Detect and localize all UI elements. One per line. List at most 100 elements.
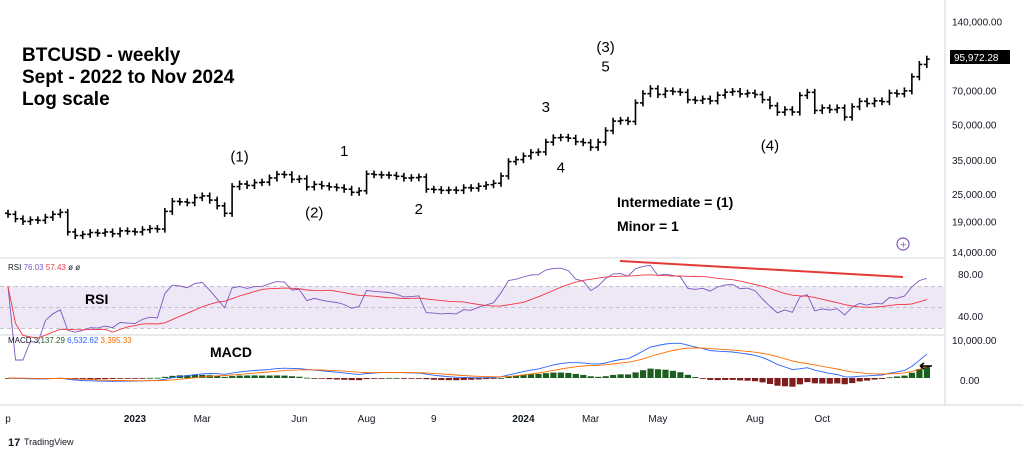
ohlc-bar [557,133,564,142]
macd-histogram-bar [102,378,109,380]
macd-histogram-bar [184,375,191,378]
macd-histogram-bar [625,374,632,378]
macd-histogram-bar [430,378,437,380]
wave-label: (1) [230,149,248,166]
macd-histogram-bar [841,378,848,385]
macd-histogram-bar [811,378,818,384]
note-intermediate: Intermediate = (1) [617,194,733,210]
macd-axis-0: 0.00 [960,376,980,387]
macd-histogram-bar [348,378,355,381]
ohlc-bar [169,197,176,215]
wave-annotations: (1) 1 (2) 2 3 4 (3) 5 (4) [230,39,779,221]
macd-histogram-bar [908,372,916,378]
time-label: Aug [746,414,764,425]
ohlc-bar [617,116,624,125]
price-tick-label: 50,000.00 [952,120,997,131]
ohlc-bar [722,88,729,99]
macd-histogram-bar [654,369,662,378]
ohlc-bar [595,138,602,151]
macd-histogram-bar [236,375,243,378]
macd-histogram-bar [737,378,744,381]
rsi-axis-40: 40.00 [958,312,983,323]
ohlc-bar [430,185,437,194]
macd-histogram-bar [460,378,467,380]
macd-histogram-bar [251,375,258,378]
ohlc-bar [385,171,392,179]
alert-plus-icon[interactable] [896,237,910,251]
macd-histogram-bar [707,378,714,380]
ohlc-bar [580,138,587,147]
macd-histogram-bar [781,378,789,387]
ohlc-bar [176,197,183,206]
macd-histogram-bar [774,378,781,386]
macd-histogram-bar [520,374,527,378]
ohlc-bar [79,230,86,240]
ohlc-bar [475,182,482,192]
macd-histogram-bar [221,376,228,378]
macd-histogram-bar [169,375,176,378]
ohlc-bar [692,96,699,105]
macd-histogram-bar [498,377,505,379]
time-label: Mar [194,414,212,425]
macd-histogram-bar [363,378,370,380]
ohlc-bar [677,88,684,96]
ohlc-bar [550,134,557,146]
ohlc-bar [490,179,497,189]
ohlc-bar [819,104,826,115]
macd-histogram-bar [79,378,86,380]
macd-histogram-bar [766,378,774,384]
macd-histogram-bar [916,368,923,378]
ohlc-bar [841,104,848,121]
ohlc-bar [281,170,288,179]
rsi-header: RSI 76.03 57.43 ø ø [8,263,80,272]
macd-histogram-bar [617,374,624,378]
ohlc-bar [512,156,519,166]
macd-histogram-bar [288,376,296,378]
ohlc-bar [527,149,534,160]
macd-histogram-bar [356,378,363,381]
price-bars [5,55,930,240]
macd-histogram-bar [393,377,400,379]
macd-histogram-bar [273,375,281,378]
time-label: May [648,414,667,425]
macd-histogram-bar [468,378,475,380]
ohlc-bar [752,89,758,99]
macd-histogram-bar [699,378,706,379]
ohlc-bar [341,184,348,193]
time-label: 9 [431,414,437,425]
ohlc-bar [34,216,41,224]
ohlc-bar [916,61,923,81]
ohlc-bar [326,182,333,191]
ohlc-bar [333,183,340,192]
macd-histogram-bar [131,378,139,379]
macd-histogram-bar [453,378,460,381]
ohlc-bar [505,158,512,180]
ohlc-bar [184,198,191,207]
ohlc-bar [12,210,19,223]
ohlc-bar [826,104,833,114]
macd-histogram-bar [789,378,796,387]
ohlc-bar [139,226,146,236]
macd-histogram-bar [550,372,557,378]
macd-histogram-bar [512,375,520,378]
price-tick-label: 14,000.00 [952,248,997,259]
ohlc-bar [266,174,273,186]
ohlc-bar [408,174,415,182]
ohlc-bar [154,225,161,233]
ohlc-bar [460,184,467,194]
macd-histogram-bar [535,373,542,378]
ohlc-bar [221,202,228,217]
ohlc-bar [311,180,318,191]
price-tick-label: 140,000.00 [952,17,1002,28]
wave-label: 2 [415,201,423,218]
ohlc-bar [789,106,796,116]
chart-title-line-3: Log scale [22,89,110,110]
ohlc-bar [415,173,422,182]
ohlc-bar [737,88,744,98]
ohlc-bar [348,185,355,196]
macd-histogram-bar [639,370,647,378]
ohlc-bar [714,91,721,105]
ohlc-bar [632,99,639,126]
ohlc-bar [5,209,11,218]
